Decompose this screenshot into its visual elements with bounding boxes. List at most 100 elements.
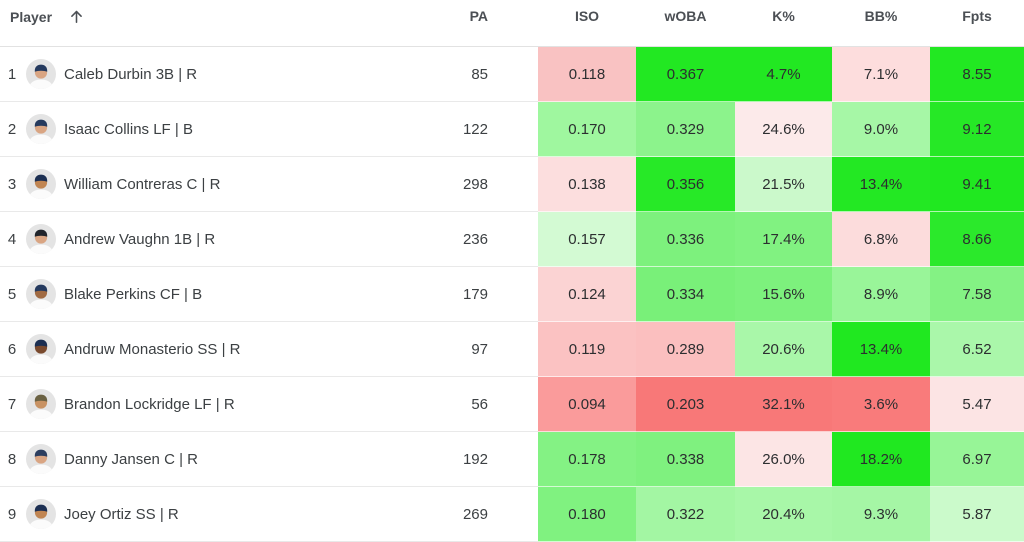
row-rank: 7 [0, 377, 20, 432]
row-gap [490, 47, 538, 102]
player-avatar-cell [20, 157, 62, 212]
avatar-cap [34, 64, 48, 72]
player-avatar-cell [20, 102, 62, 157]
player-name: Blake Perkins CF | B [62, 267, 392, 322]
cell-kpct: 24.6% [735, 102, 832, 157]
row-gap [490, 322, 538, 377]
table-row[interactable]: 3 William Contreras C | R 298 0.138 0.35… [0, 157, 1024, 212]
cell-kpct: 20.6% [735, 322, 832, 377]
player-avatar-cell [20, 487, 62, 542]
cell-bbpct: 9.3% [832, 487, 930, 542]
cell-kpct: 4.7% [735, 47, 832, 102]
column-header-iso[interactable]: ISO [574, 8, 600, 24]
column-header-pa[interactable]: PA [469, 8, 488, 24]
cell-fpts: 9.41 [930, 157, 1024, 212]
cell-kpct: 17.4% [735, 212, 832, 267]
row-rank: 1 [0, 47, 20, 102]
column-header-player-label: Player [10, 8, 53, 25]
table-row[interactable]: 5 Blake Perkins CF | B 179 0.124 0.334 1… [0, 267, 1024, 322]
table-header: Player PA ISO wOBA K% BB% Fpts [0, 0, 1024, 47]
cell-fpts: 5.87 [930, 487, 1024, 542]
column-header-fpts[interactable]: Fpts [962, 8, 992, 24]
table-row[interactable]: 9 Joey Ortiz SS | R 269 0.180 0.322 20.4… [0, 487, 1024, 542]
avatar-shoulders [28, 299, 54, 309]
cell-woba: 0.322 [636, 487, 735, 542]
avatar [26, 499, 56, 529]
cell-pa: 97 [392, 322, 490, 377]
table-row[interactable]: 6 Andruw Monasterio SS | R 97 0.119 0.28… [0, 322, 1024, 377]
avatar-shoulders [28, 409, 54, 419]
player-name: Andruw Monasterio SS | R [62, 322, 392, 377]
player-name: Isaac Collins LF | B [62, 102, 392, 157]
cell-bbpct: 3.6% [832, 377, 930, 432]
row-rank: 6 [0, 322, 20, 377]
player-name: Caleb Durbin 3B | R [62, 47, 392, 102]
avatar-cap [34, 394, 48, 402]
row-rank: 8 [0, 432, 20, 487]
row-rank: 5 [0, 267, 20, 322]
cell-woba: 0.334 [636, 267, 735, 322]
cell-iso: 0.138 [538, 157, 636, 212]
cell-kpct: 15.6% [735, 267, 832, 322]
avatar-cap [34, 119, 48, 127]
cell-iso: 0.124 [538, 267, 636, 322]
row-gap [490, 487, 538, 542]
player-name: Danny Jansen C | R [62, 432, 392, 487]
avatar [26, 59, 56, 89]
avatar [26, 224, 56, 254]
player-name: Joey Ortiz SS | R [62, 487, 392, 542]
cell-pa: 179 [392, 267, 490, 322]
cell-pa: 122 [392, 102, 490, 157]
cell-woba: 0.336 [636, 212, 735, 267]
cell-iso: 0.170 [538, 102, 636, 157]
cell-woba: 0.367 [636, 47, 735, 102]
table-row[interactable]: 4 Andrew Vaughn 1B | R 236 0.157 0.336 1… [0, 212, 1024, 267]
cell-fpts: 8.66 [930, 212, 1024, 267]
avatar-cap [34, 339, 48, 347]
player-avatar-cell [20, 432, 62, 487]
avatar [26, 114, 56, 144]
table-row[interactable]: 2 Isaac Collins LF | B 122 0.170 0.329 2… [0, 102, 1024, 157]
avatar-shoulders [28, 79, 54, 89]
avatar-cap [34, 284, 48, 292]
cell-bbpct: 18.2% [832, 432, 930, 487]
column-header-bbpct[interactable]: BB% [864, 8, 898, 24]
avatar [26, 444, 56, 474]
player-name: Andrew Vaughn 1B | R [62, 212, 392, 267]
avatar-cap [34, 174, 48, 182]
player-avatar-cell [20, 322, 62, 377]
avatar [26, 169, 56, 199]
cell-fpts: 5.47 [930, 377, 1024, 432]
cell-bbpct: 6.8% [832, 212, 930, 267]
cell-woba: 0.203 [636, 377, 735, 432]
avatar-shoulders [28, 464, 54, 474]
row-gap [490, 157, 538, 212]
row-gap [490, 102, 538, 157]
player-avatar-cell [20, 47, 62, 102]
cell-bbpct: 13.4% [832, 157, 930, 212]
avatar [26, 279, 56, 309]
table-row[interactable]: 8 Danny Jansen C | R 192 0.178 0.338 26.… [0, 432, 1024, 487]
cell-pa: 192 [392, 432, 490, 487]
avatar [26, 389, 56, 419]
avatar-shoulders [28, 244, 54, 254]
cell-bbpct: 7.1% [832, 47, 930, 102]
table-row[interactable]: 1 Caleb Durbin 3B | R 85 0.118 0.367 4.7… [0, 47, 1024, 102]
player-avatar-cell [20, 377, 62, 432]
player-name: Brandon Lockridge LF | R [62, 377, 392, 432]
avatar-cap [34, 449, 48, 457]
row-gap [490, 267, 538, 322]
row-rank: 9 [0, 487, 20, 542]
avatar-shoulders [28, 134, 54, 144]
cell-woba: 0.329 [636, 102, 735, 157]
cell-pa: 56 [392, 377, 490, 432]
table-row[interactable]: 7 Brandon Lockridge LF | R 56 0.094 0.20… [0, 377, 1024, 432]
sort-ascending-icon [68, 8, 85, 25]
column-header-woba[interactable]: wOBA [664, 8, 707, 24]
column-header-player[interactable]: Player [0, 8, 392, 25]
cell-pa: 85 [392, 47, 490, 102]
avatar-cap [34, 229, 48, 237]
row-rank: 4 [0, 212, 20, 267]
column-header-kpct[interactable]: K% [772, 8, 795, 24]
